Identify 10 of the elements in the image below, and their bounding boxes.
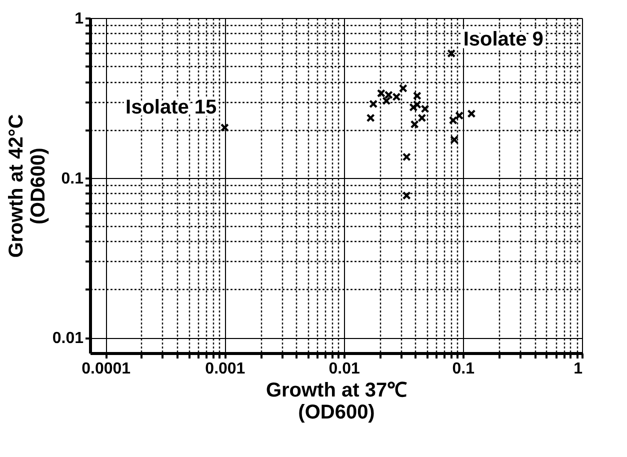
y-tick-label: 0.1 [61, 170, 84, 188]
x-tick-label: 0.0001 [82, 360, 131, 378]
y-axis-title: Growth at 42°C (OD600) [5, 114, 50, 258]
x-tick-label: 0.01 [328, 360, 360, 378]
y-tick-label: 1 [74, 10, 84, 28]
x-axis-title: Growth at 37℃ (OD600) [266, 380, 408, 424]
x-tick-label: 1 [574, 360, 583, 378]
y-tick-label: 0.01 [52, 330, 84, 348]
x-tick-label: 0.1 [452, 360, 475, 378]
x-tick-label: 0.001 [205, 360, 246, 378]
